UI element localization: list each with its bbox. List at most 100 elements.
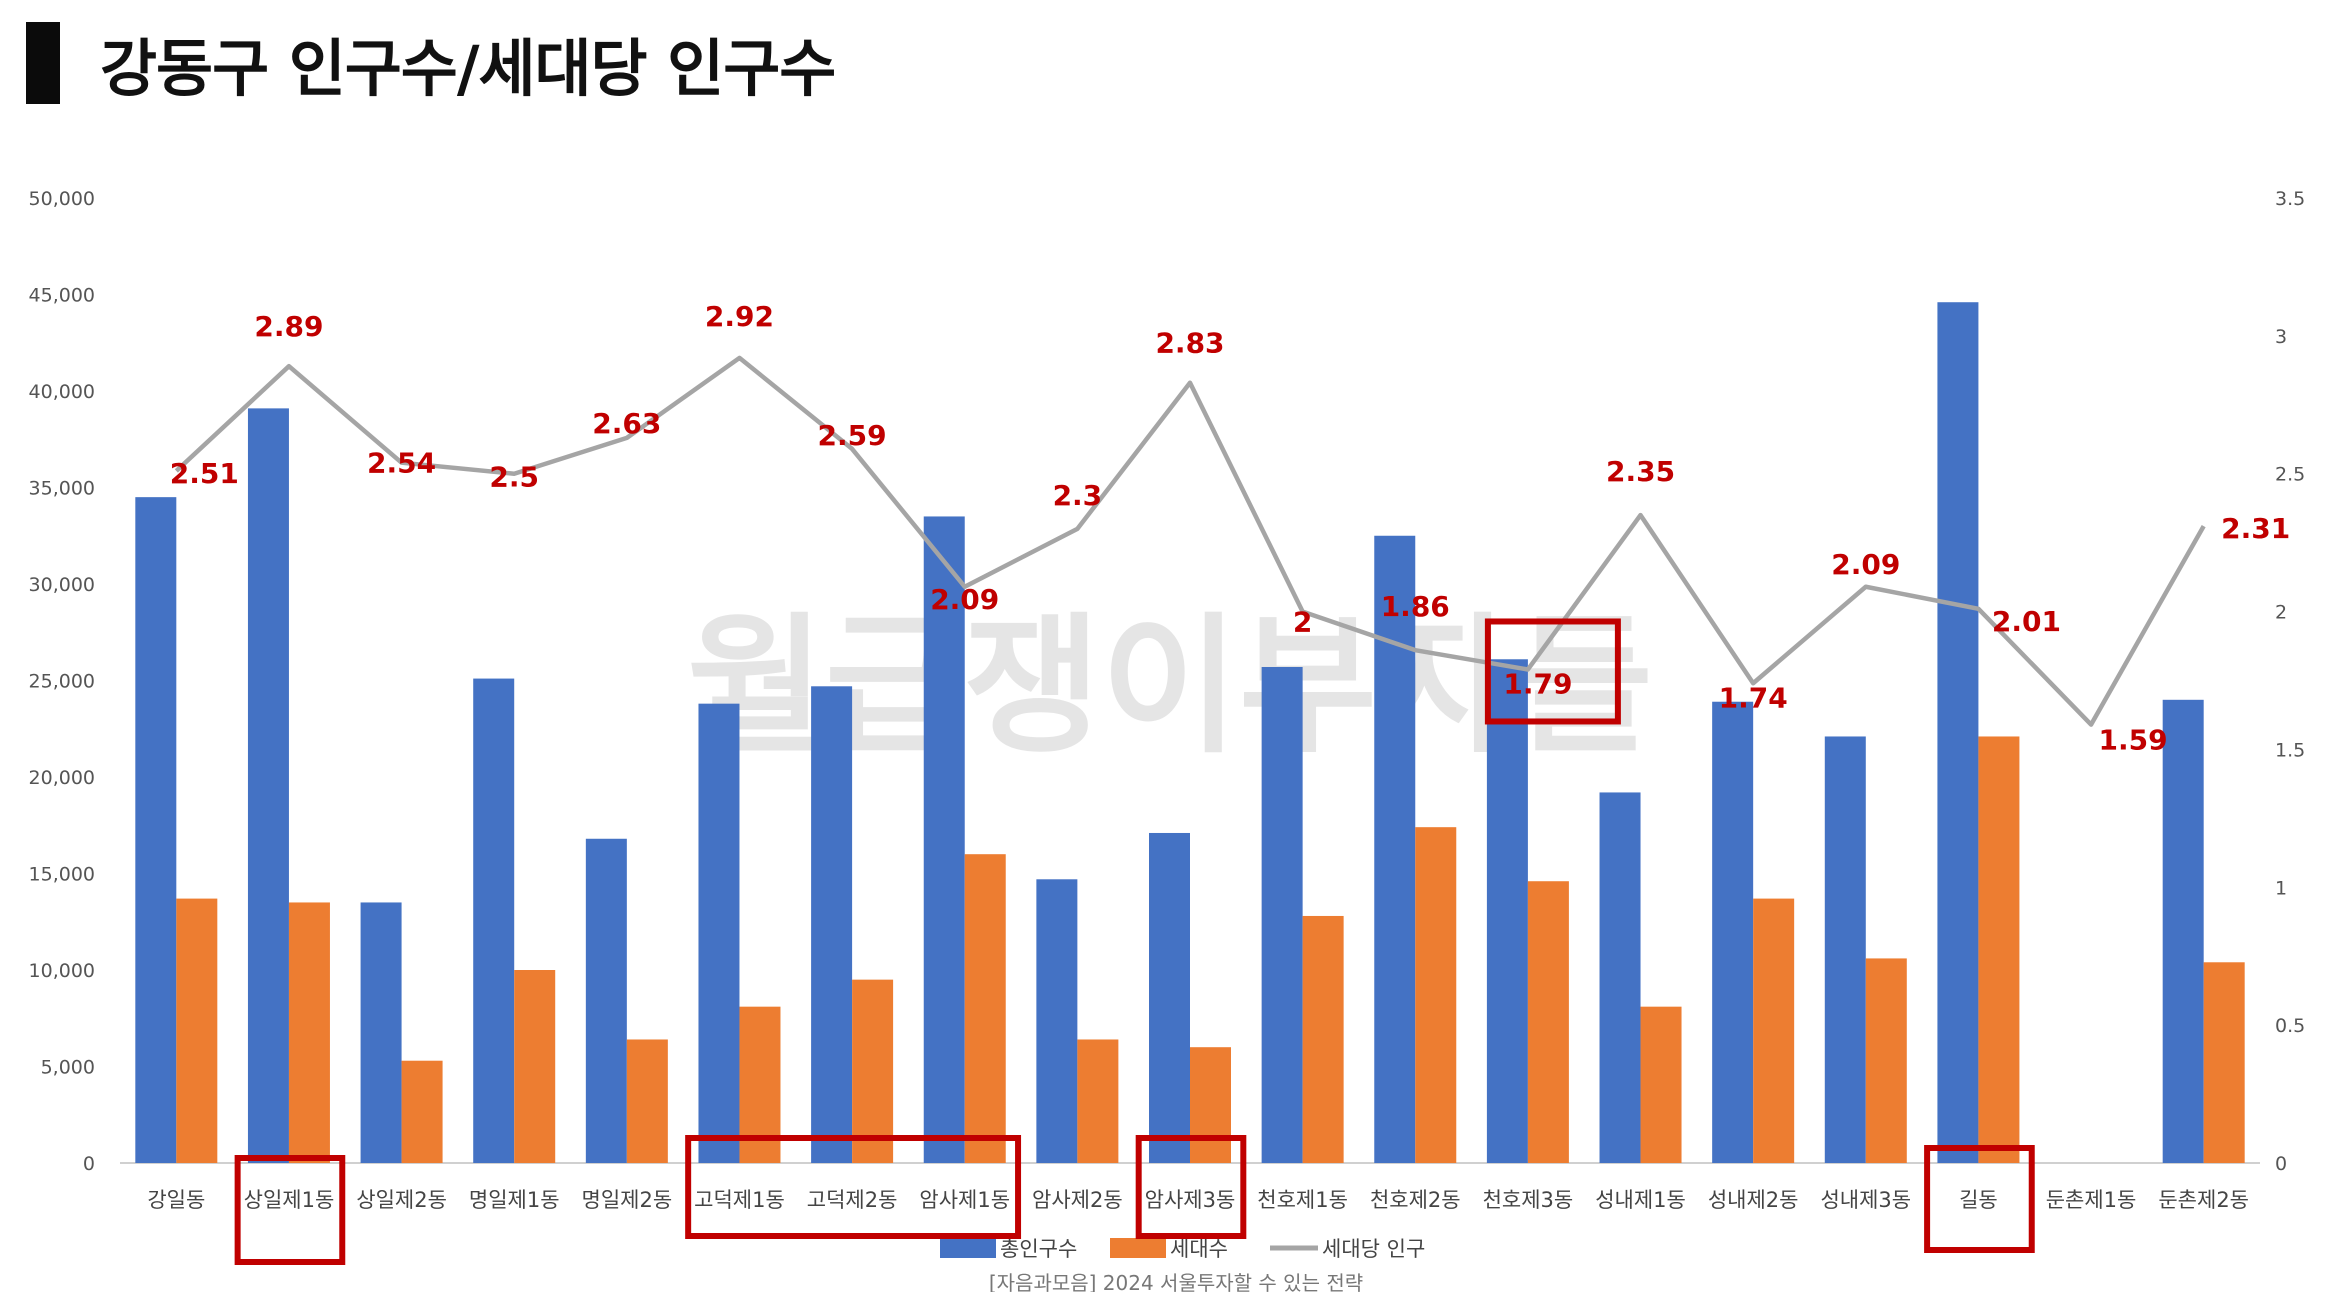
x-category-label: 길동 bbox=[1959, 1188, 1998, 1212]
data-label: 1.59 bbox=[2099, 724, 2168, 757]
bar-households bbox=[176, 898, 218, 1163]
data-label: 1.86 bbox=[1381, 590, 1450, 623]
data-label: 2.09 bbox=[930, 583, 999, 616]
legend-swatch-population bbox=[940, 1238, 996, 1258]
x-category-label: 고덕제1동 bbox=[694, 1188, 785, 1212]
y-left-tick-label: 30,000 bbox=[29, 574, 95, 596]
bar-households bbox=[1640, 1006, 1682, 1163]
y-left-tick-label: 5,000 bbox=[41, 1057, 95, 1079]
bar-households bbox=[1978, 736, 2020, 1163]
data-label: 2 bbox=[1293, 606, 1312, 639]
highlight-box bbox=[234, 1155, 346, 1265]
bar-households bbox=[852, 979, 894, 1163]
x-category-label: 천호제3동 bbox=[1483, 1188, 1574, 1212]
bar-households bbox=[1190, 1047, 1231, 1163]
y-right-tick-label: 3.5 bbox=[2275, 188, 2305, 210]
y-left-tick-label: 0 bbox=[83, 1153, 95, 1175]
x-category-label: 암사제3동 bbox=[1145, 1188, 1236, 1212]
data-label: 2.3 bbox=[1053, 479, 1103, 512]
x-category-label: 상일제2동 bbox=[356, 1188, 447, 1212]
data-label: 2.83 bbox=[1155, 327, 1224, 360]
y-left-tick-label: 45,000 bbox=[29, 285, 95, 307]
x-category-label: 상일제1동 bbox=[244, 1188, 335, 1212]
y-left-tick-label: 25,000 bbox=[29, 671, 95, 693]
bar-total-population bbox=[811, 686, 853, 1163]
data-label: 1.74 bbox=[1719, 681, 1788, 714]
bar-total-population bbox=[585, 838, 627, 1163]
bar-total-population bbox=[135, 497, 177, 1163]
bar-total-population bbox=[1036, 879, 1078, 1163]
data-label: 2.09 bbox=[1831, 548, 1900, 581]
bar-households bbox=[1753, 898, 1795, 1163]
x-category-label: 천호제2동 bbox=[1370, 1188, 1461, 1212]
y-left-tick-label: 40,000 bbox=[29, 381, 95, 403]
x-category-label: 성내제1동 bbox=[1595, 1188, 1686, 1212]
y-left-tick-label: 50,000 bbox=[29, 188, 95, 210]
bar-total-population bbox=[2162, 699, 2204, 1163]
bar-total-population bbox=[1261, 666, 1303, 1163]
legend-label-households: 세대수 bbox=[1170, 1237, 1228, 1261]
bar-total-population bbox=[1374, 535, 1416, 1163]
y-right-tick-label: 0 bbox=[2275, 1153, 2287, 1175]
highlight-box bbox=[685, 1135, 1022, 1239]
bar-total-population bbox=[1599, 792, 1641, 1163]
y-left-tick-label: 15,000 bbox=[29, 864, 95, 886]
source-note: [자음과모음] 2024 서울투자할 수 있는 전략 bbox=[989, 1271, 1363, 1292]
data-label: 2.5 bbox=[489, 461, 539, 494]
x-category-label: 암사제2동 bbox=[1032, 1188, 1123, 1212]
x-category-label: 성내제2동 bbox=[1708, 1188, 1799, 1212]
bar-households bbox=[626, 1039, 668, 1163]
data-label: 1.79 bbox=[1503, 667, 1572, 700]
y-left-tick-label: 10,000 bbox=[29, 960, 95, 982]
bar-households bbox=[1865, 958, 1907, 1163]
data-label: 2.35 bbox=[1606, 455, 1675, 488]
data-label: 2.59 bbox=[818, 419, 887, 452]
x-category-label: 천호제1동 bbox=[1257, 1188, 1348, 1212]
legend-swatch-households bbox=[1110, 1238, 1166, 1258]
legend-label-population: 총인구수 bbox=[1000, 1237, 1077, 1261]
x-category-label: 명일제1동 bbox=[469, 1188, 560, 1212]
y-right-tick-label: 1.5 bbox=[2275, 739, 2305, 761]
data-label: 2.89 bbox=[254, 310, 323, 343]
data-label: 2.31 bbox=[2221, 512, 2290, 545]
bar-total-population bbox=[698, 703, 740, 1163]
bar-total-population bbox=[360, 902, 402, 1163]
bar-total-population bbox=[247, 408, 289, 1163]
x-category-label: 둔촌제2동 bbox=[2158, 1188, 2249, 1212]
page-title: 강동구 인구수/세대당 인구수 bbox=[100, 32, 836, 105]
x-category-label: 암사제1동 bbox=[919, 1188, 1010, 1212]
bar-households bbox=[2203, 962, 2245, 1163]
y-right-tick-label: 2.5 bbox=[2275, 464, 2305, 486]
bar-households bbox=[1077, 1039, 1119, 1163]
highlight-box bbox=[1135, 1135, 1247, 1239]
data-label: 2.54 bbox=[367, 447, 436, 480]
data-label: 2.63 bbox=[592, 407, 661, 440]
bar-households bbox=[1415, 827, 1457, 1163]
y-left-tick-label: 35,000 bbox=[29, 478, 95, 500]
bar-total-population bbox=[923, 516, 965, 1163]
bar-households bbox=[1302, 915, 1344, 1163]
bar-total-population bbox=[473, 678, 515, 1163]
legend-label-per-household: 세대당 인구 bbox=[1322, 1237, 1425, 1261]
bar-total-population bbox=[1149, 832, 1190, 1163]
data-label: 2.01 bbox=[1992, 605, 2061, 638]
bar-households bbox=[964, 854, 1006, 1163]
bar-total-population bbox=[1712, 701, 1754, 1163]
bar-households bbox=[514, 970, 556, 1163]
highlight-box bbox=[1484, 618, 1621, 725]
data-label: 2.51 bbox=[170, 457, 239, 490]
x-category-label: 명일제2동 bbox=[582, 1188, 673, 1212]
line-per-household bbox=[174, 355, 2206, 727]
x-category-label: 둔촌제1동 bbox=[2046, 1188, 2137, 1212]
bar-households bbox=[1527, 881, 1569, 1163]
x-category-label: 성내제3동 bbox=[1820, 1188, 1911, 1212]
bar-households bbox=[288, 902, 330, 1163]
y-left-tick-label: 20,000 bbox=[29, 767, 95, 789]
y-right-tick-label: 2 bbox=[2275, 602, 2287, 624]
y-right-tick-label: 0.5 bbox=[2275, 1015, 2305, 1037]
bar-total-population bbox=[1824, 736, 1866, 1163]
bar-households bbox=[401, 1060, 443, 1163]
highlight-box bbox=[1924, 1145, 2035, 1253]
bar-total-population bbox=[1937, 302, 1979, 1164]
